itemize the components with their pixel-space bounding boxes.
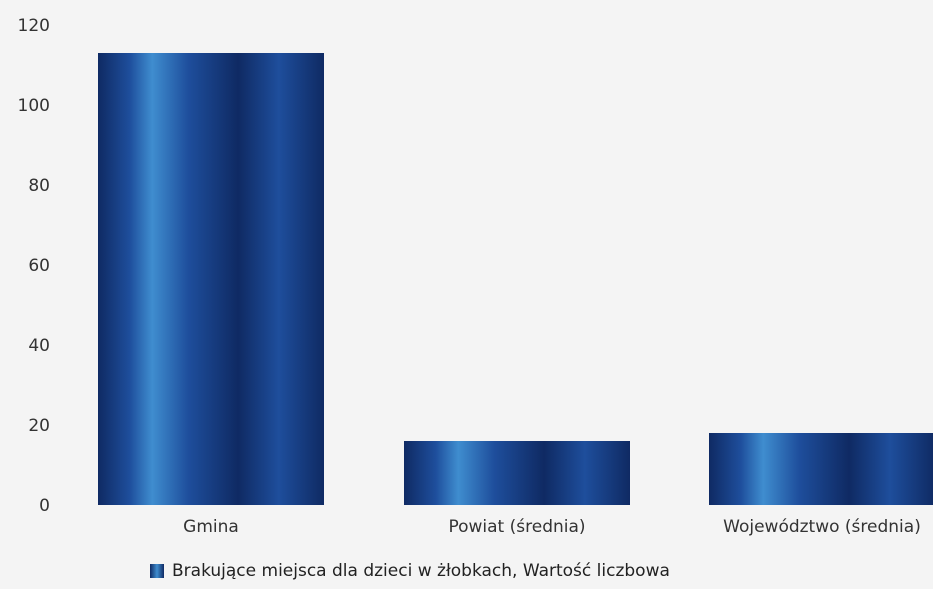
x-tick-label: Gmina	[183, 517, 239, 537]
y-tick-label: 60	[28, 256, 50, 276]
x-tick-label: Powiat (średnia)	[448, 517, 585, 537]
bar	[709, 433, 933, 505]
y-tick-label: 0	[39, 496, 50, 516]
bars	[98, 53, 933, 505]
y-axis: 0 20 40 60 80 100 120	[18, 16, 50, 516]
bar	[98, 53, 324, 505]
legend-label: Brakujące miejsca dla dzieci w żłobkach,…	[172, 561, 670, 581]
y-tick-label: 120	[18, 16, 50, 36]
y-tick-label: 80	[28, 176, 50, 196]
x-tick-label: Województwo (średnia)	[723, 517, 921, 537]
y-tick-label: 20	[28, 416, 50, 436]
y-tick-label: 100	[18, 96, 50, 116]
legend-swatch	[150, 564, 164, 578]
y-tick-label: 40	[28, 336, 50, 356]
x-axis: Gmina Powiat (średnia) Województwo (średni…	[183, 517, 921, 537]
bar	[404, 441, 630, 505]
legend: Brakujące miejsca dla dzieci w żłobkach,…	[150, 560, 670, 582]
